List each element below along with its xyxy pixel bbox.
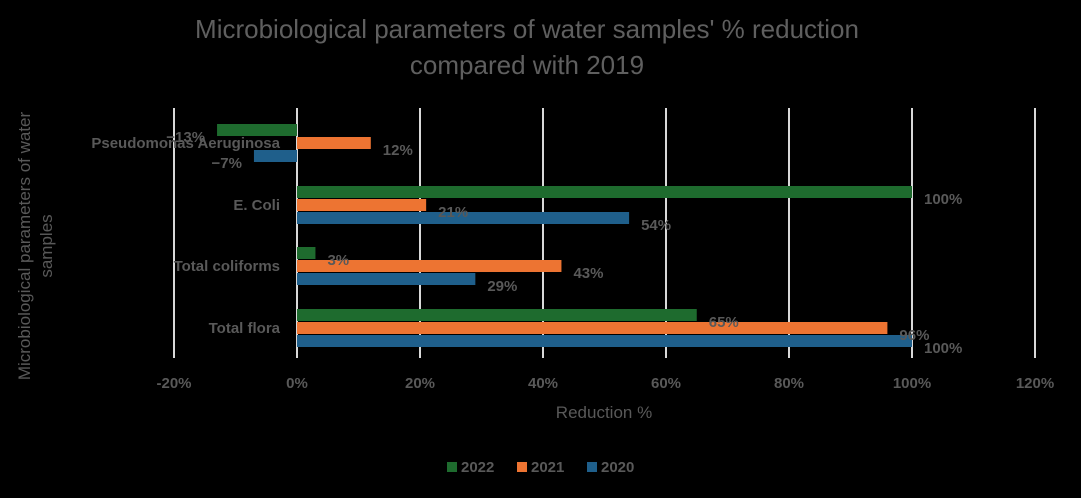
bar-2021 (297, 137, 371, 149)
x-tick-label: 60% (651, 375, 681, 392)
data-label: 29% (487, 278, 517, 295)
bar-2021 (297, 199, 427, 211)
bar-2020 (297, 273, 476, 285)
data-label: 3% (327, 252, 349, 269)
y-axis-title-line-2: samples (37, 214, 56, 277)
chart-title-line-1: Microbiological parameters of water samp… (195, 14, 859, 44)
bars (217, 124, 912, 347)
x-tick-labels: -20% 0% 20% 40% 60% 80% 100% 120% (156, 375, 1054, 392)
legend-label-2020: 2020 (601, 459, 634, 476)
data-label: 100% (924, 191, 962, 208)
x-tick-label: 0% (286, 375, 308, 392)
data-label: 12% (383, 142, 413, 159)
x-tick-label: 80% (774, 375, 804, 392)
bar-2022 (297, 186, 912, 198)
data-label: 43% (573, 265, 603, 282)
data-label: 96% (899, 327, 929, 344)
category-label: Pseudomonas Aeruginosa (91, 135, 280, 152)
x-tick-label: 20% (405, 375, 435, 392)
data-label: 65% (709, 314, 739, 331)
grid-lines (173, 108, 1036, 358)
bar-2020 (253, 150, 297, 162)
legend-label-2021: 2021 (531, 459, 564, 476)
legend-label-2022: 2022 (461, 459, 494, 476)
legend: 2022 2021 2020 (447, 459, 634, 476)
chart-title-line-2: compared with 2019 (410, 50, 644, 80)
data-label: 100% (924, 340, 962, 357)
data-label: −7% (211, 155, 241, 172)
category-label: E. Coli (233, 197, 280, 214)
bar-2020 (297, 335, 912, 347)
category-label: Total coliforms (174, 258, 280, 275)
bar-2022 (297, 247, 316, 259)
y-axis-title: Microbiological parameters of water samp… (15, 112, 56, 381)
x-tick-label: -20% (156, 375, 191, 392)
x-tick-label: 40% (528, 375, 558, 392)
bar-2022 (297, 309, 697, 321)
legend-swatch-2020 (587, 462, 597, 472)
bar-2022 (217, 124, 297, 136)
category-label: Total flora (209, 320, 281, 337)
bar-2021 (297, 322, 888, 334)
legend-swatch-2021 (517, 462, 527, 472)
x-axis-title: Reduction % (556, 403, 652, 422)
bar-2021 (297, 260, 562, 272)
x-tick-label: 120% (1016, 375, 1054, 392)
data-labels: −13%12%−7%100%21%54%3%43%29%65%96%100% (166, 129, 962, 357)
data-label: 21% (438, 204, 468, 221)
legend-swatch-2022 (447, 462, 457, 472)
category-labels: Pseudomonas Aeruginosa E. Coli Total colif… (91, 135, 280, 337)
data-label: −13% (166, 129, 205, 146)
y-axis-title-line-1: Microbiological parameters of water (15, 112, 34, 381)
x-tick-label: 100% (893, 375, 931, 392)
data-label: 54% (641, 217, 671, 234)
bar-2020 (297, 212, 630, 224)
